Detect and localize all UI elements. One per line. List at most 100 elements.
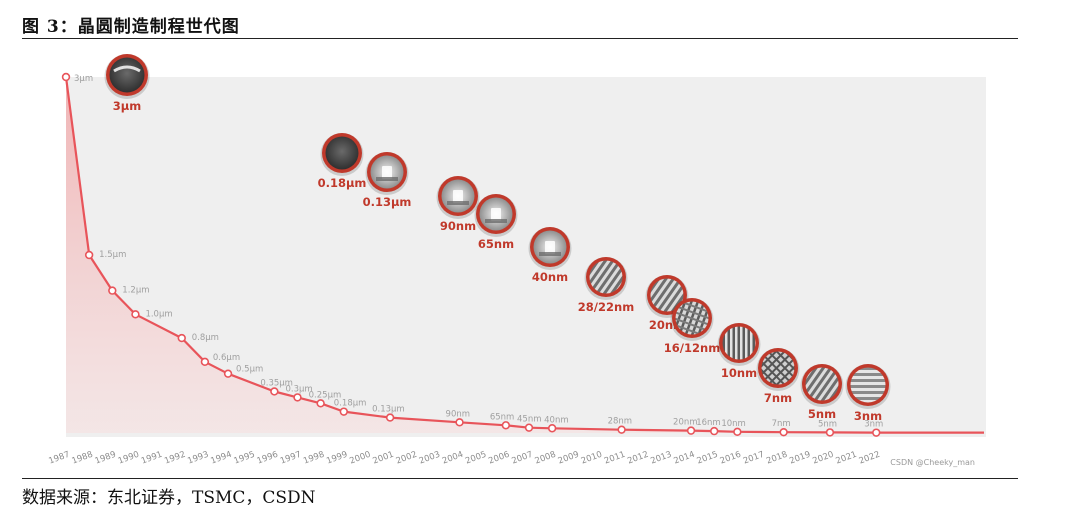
x-tick-label: 2008 [534,450,558,467]
data-label: 0.8μm [192,333,219,343]
node-micrograph [589,260,623,294]
x-tick-label: 1987 [47,450,71,467]
x-tick-label: 1999 [325,450,349,467]
data-point [316,399,325,408]
node-label: 28/22nm [578,300,634,314]
data-label: 0.18μm [334,399,367,409]
x-tick-label: 2010 [580,450,604,467]
node-gate-base [447,201,469,205]
node-label: 90nm [440,219,476,233]
node-label: 40nm [532,270,568,284]
node-label: 5nm [808,407,836,421]
data-label: 1.2μm [122,286,149,296]
data-point [339,407,348,416]
x-tick-label: 2017 [742,450,766,467]
node-micrograph [761,351,795,385]
data-point [108,286,117,295]
data-point [524,423,534,432]
x-tick-label: 1992 [163,450,187,467]
node-gate-shape [545,241,555,254]
node-micrograph [325,136,359,170]
x-tick-label: 1995 [233,450,257,467]
data-label: 3nm [864,420,883,430]
x-tick-label: 1996 [256,450,280,467]
x-tick-label: 2012 [626,450,650,467]
data-point [547,424,557,433]
data-point [501,421,511,430]
data-point [825,428,835,437]
x-tick-label: 2003 [418,450,442,467]
data-point [709,426,719,436]
x-tick-label: 2013 [649,450,673,467]
data-point [779,427,788,437]
x-tick-label: 1998 [302,450,326,467]
x-tick-label: 2011 [603,450,627,467]
node-label: 3nm [854,409,882,423]
data-label: 7nm [772,419,791,429]
node-gate-base [539,252,561,256]
data-label: 1.0μm [145,309,172,319]
data-point [270,387,279,396]
data-label: 3μm [74,74,93,84]
x-tick-label: 2016 [719,450,743,467]
x-tick-label: 2001 [372,450,396,467]
x-tick-label: 2021 [835,450,859,467]
data-point [131,310,140,319]
data-point [177,333,186,343]
x-tick-label: 2002 [395,450,419,467]
node-micrograph [805,367,839,401]
data-label: 16nm [696,418,720,428]
watermark: CSDN @Cheeky_man [890,458,975,467]
data-label: 0.6μm [213,353,240,363]
x-tick-label: 1997 [279,450,303,467]
x-tick-label: 1988 [71,450,95,467]
x-tick-label: 2009 [557,450,581,467]
data-label: 0.13μm [372,405,405,415]
node-label: 16/12nm [664,341,720,355]
data-point [223,369,233,378]
x-tick-label: 2005 [464,450,488,467]
node-layer-line [113,65,141,73]
data-point [733,427,742,437]
x-tick-label: 2000 [348,450,372,467]
data-point [61,72,71,82]
node-label: 3μm [113,99,141,113]
x-tick-label: 1994 [209,450,233,467]
x-tick-label: 2015 [696,450,720,467]
data-point [293,393,302,402]
data-point [686,426,696,435]
data-label: 0.3μm [286,384,313,394]
x-tick-label: 1991 [140,450,164,467]
data-label: 40nm [544,415,568,425]
data-point [200,357,210,366]
node-gate-base [376,177,398,181]
data-point [385,413,395,422]
data-label: 0.5μm [236,365,263,375]
node-gate-shape [491,208,501,221]
node-micrograph [850,367,886,403]
node-label: 7nm [764,391,792,405]
data-label: 0.25μm [309,390,342,400]
data-label: 28nm [608,417,632,427]
node-label: 65nm [478,237,514,251]
node-label: 0.13μm [363,195,412,209]
node-gate-base [485,219,507,223]
area-fill [66,77,984,433]
source-note: 数据来源：东北证券，TSMC，CSDN [22,488,316,508]
figure-title: 图 3：晶圆制造制程世代图 [22,17,240,37]
x-tick-label: 2014 [672,450,696,467]
x-tick-label: 2007 [510,450,534,467]
x-tick-label: 2019 [788,450,812,467]
data-label: 0.35μm [260,378,293,388]
data-label: 90nm [446,409,470,419]
x-tick-label: 1989 [94,450,118,467]
data-label: 65nm [490,412,514,422]
title-rule [22,38,1018,39]
x-tick-label: 2022 [858,450,882,467]
data-point [617,425,626,434]
process-node-chart: 1987 1988 1989 1990 1991 1992 1993 1994 1995 1996… [47,54,986,467]
x-tick-label: 2018 [765,450,789,467]
node-gate-shape [453,190,463,203]
series-line [64,76,984,434]
node-label: 10nm [721,366,757,380]
